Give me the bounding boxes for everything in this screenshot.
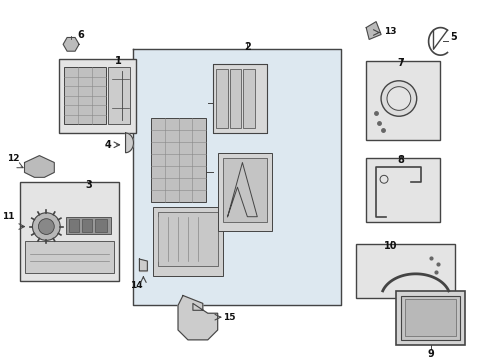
Bar (217, 153, 271, 231)
Bar (107, 67, 129, 124)
Text: 4: 4 (105, 140, 111, 150)
Polygon shape (139, 259, 147, 271)
Bar (69, 219, 79, 233)
Bar (59, 59, 136, 133)
Text: 6: 6 (77, 31, 83, 40)
Bar (366, 158, 440, 222)
Bar (151, 118, 205, 202)
Bar (222, 158, 266, 222)
Polygon shape (178, 296, 217, 340)
Polygon shape (63, 37, 79, 51)
Polygon shape (24, 156, 54, 177)
Bar (95, 219, 106, 233)
Text: 13: 13 (383, 27, 396, 36)
Bar (153, 207, 222, 276)
Bar (395, 291, 464, 345)
Circle shape (386, 87, 410, 110)
Bar (400, 296, 459, 340)
Polygon shape (366, 22, 380, 39)
Text: 5: 5 (449, 32, 456, 42)
Bar (158, 212, 217, 266)
Polygon shape (125, 133, 133, 153)
Bar (243, 69, 255, 128)
Bar (404, 300, 455, 336)
Bar (20, 182, 119, 281)
Text: 3: 3 (85, 180, 92, 190)
Text: 15: 15 (222, 313, 235, 322)
Text: 12: 12 (7, 153, 20, 162)
Circle shape (32, 213, 60, 240)
Bar (356, 244, 454, 298)
Bar (24, 241, 113, 273)
Bar (64, 67, 105, 124)
Circle shape (379, 175, 387, 183)
Circle shape (380, 81, 416, 116)
Text: 11: 11 (2, 212, 15, 221)
Bar (366, 61, 440, 140)
Text: 1: 1 (115, 56, 122, 66)
Text: 14: 14 (130, 281, 142, 290)
Bar (212, 64, 266, 133)
Bar (66, 217, 110, 234)
Text: 10: 10 (384, 241, 397, 251)
Bar (215, 69, 227, 128)
Polygon shape (133, 49, 341, 305)
Circle shape (39, 219, 54, 234)
Text: 8: 8 (397, 155, 404, 165)
Bar (82, 219, 92, 233)
Bar (229, 69, 241, 128)
Text: 9: 9 (427, 349, 433, 359)
Text: 2: 2 (244, 42, 250, 52)
Text: 7: 7 (397, 58, 404, 68)
